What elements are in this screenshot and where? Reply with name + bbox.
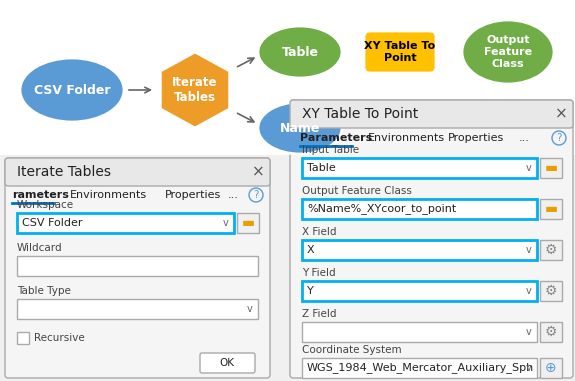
Text: Environments: Environments bbox=[70, 190, 147, 200]
Text: Z Field: Z Field bbox=[302, 309, 336, 319]
Text: %Name%_XYcoor_to_point: %Name%_XYcoor_to_point bbox=[307, 203, 456, 215]
Text: Recursive: Recursive bbox=[34, 333, 85, 343]
Text: Iterate
Tables: Iterate Tables bbox=[172, 76, 218, 104]
Ellipse shape bbox=[258, 102, 342, 154]
FancyBboxPatch shape bbox=[290, 100, 573, 378]
Text: v: v bbox=[526, 327, 532, 337]
Bar bbox=[0, 0, 575, 155]
Text: WGS_1984_Web_Mercator_Auxiliary_Sph: WGS_1984_Web_Mercator_Auxiliary_Sph bbox=[307, 363, 534, 373]
FancyBboxPatch shape bbox=[5, 158, 270, 186]
Text: ▬: ▬ bbox=[545, 202, 558, 216]
Text: v: v bbox=[526, 163, 532, 173]
Text: ×: × bbox=[555, 107, 568, 122]
Bar bbox=[540, 158, 562, 178]
Text: Parameters: Parameters bbox=[300, 133, 372, 143]
Bar bbox=[540, 240, 562, 260]
Text: X Field: X Field bbox=[302, 227, 336, 237]
Polygon shape bbox=[160, 52, 229, 128]
Bar bbox=[540, 358, 562, 378]
Text: v: v bbox=[247, 304, 253, 314]
Text: CSV Folder: CSV Folder bbox=[22, 218, 82, 228]
Bar bbox=[302, 158, 537, 178]
Bar bbox=[290, 0, 573, 100]
Text: ▬: ▬ bbox=[242, 216, 255, 230]
Bar bbox=[540, 322, 562, 342]
Ellipse shape bbox=[20, 58, 124, 122]
Bar bbox=[302, 199, 537, 219]
Text: ...: ... bbox=[519, 133, 530, 143]
Text: v: v bbox=[526, 245, 532, 255]
Text: ⊕: ⊕ bbox=[545, 361, 557, 375]
Text: ⚙: ⚙ bbox=[545, 243, 557, 257]
Bar bbox=[302, 322, 537, 342]
Text: ?: ? bbox=[253, 190, 259, 200]
Text: Output
Feature
Class: Output Feature Class bbox=[484, 35, 532, 69]
FancyBboxPatch shape bbox=[290, 100, 573, 128]
Text: Output Feature Class: Output Feature Class bbox=[302, 186, 412, 196]
Bar bbox=[302, 240, 537, 260]
Text: Coordinate System: Coordinate System bbox=[302, 345, 401, 355]
Text: Name: Name bbox=[280, 122, 320, 134]
Text: ?: ? bbox=[556, 133, 562, 143]
Bar bbox=[302, 281, 537, 301]
Bar bbox=[540, 199, 562, 219]
Text: Wildcard: Wildcard bbox=[17, 243, 63, 253]
Text: Properties: Properties bbox=[165, 190, 221, 200]
Text: ×: × bbox=[252, 165, 264, 179]
Text: rameters: rameters bbox=[12, 190, 69, 200]
Ellipse shape bbox=[462, 20, 554, 84]
Text: Iterate Tables: Iterate Tables bbox=[17, 165, 111, 179]
Ellipse shape bbox=[258, 26, 342, 78]
Text: v: v bbox=[526, 286, 532, 296]
Text: Input Table: Input Table bbox=[302, 145, 359, 155]
Text: v: v bbox=[526, 363, 532, 373]
Text: ▬: ▬ bbox=[545, 161, 558, 175]
FancyBboxPatch shape bbox=[200, 353, 255, 373]
Text: Y Field: Y Field bbox=[302, 268, 336, 278]
Text: ⚙: ⚙ bbox=[545, 284, 557, 298]
Bar bbox=[302, 358, 537, 378]
Text: Table: Table bbox=[307, 163, 336, 173]
Text: XY Table To
Point: XY Table To Point bbox=[365, 41, 436, 63]
Text: Workspace: Workspace bbox=[17, 200, 74, 210]
FancyBboxPatch shape bbox=[5, 158, 270, 378]
Text: XY Table To Point: XY Table To Point bbox=[302, 107, 418, 121]
Text: Properties: Properties bbox=[448, 133, 504, 143]
Bar bbox=[237, 213, 259, 233]
Bar bbox=[17, 299, 258, 319]
Bar bbox=[17, 332, 29, 344]
Bar bbox=[540, 281, 562, 301]
Bar bbox=[17, 213, 234, 233]
Text: ...: ... bbox=[228, 190, 239, 200]
Text: v: v bbox=[223, 218, 229, 228]
Text: ⚙: ⚙ bbox=[545, 325, 557, 339]
Text: Y: Y bbox=[307, 286, 314, 296]
Text: Environments: Environments bbox=[368, 133, 445, 143]
Text: Table Type: Table Type bbox=[17, 286, 71, 296]
FancyBboxPatch shape bbox=[364, 31, 436, 73]
Bar bbox=[17, 256, 258, 276]
Text: OK: OK bbox=[220, 358, 235, 368]
Text: CSV Folder: CSV Folder bbox=[34, 83, 110, 96]
Text: X: X bbox=[307, 245, 315, 255]
Text: Table: Table bbox=[282, 45, 319, 59]
